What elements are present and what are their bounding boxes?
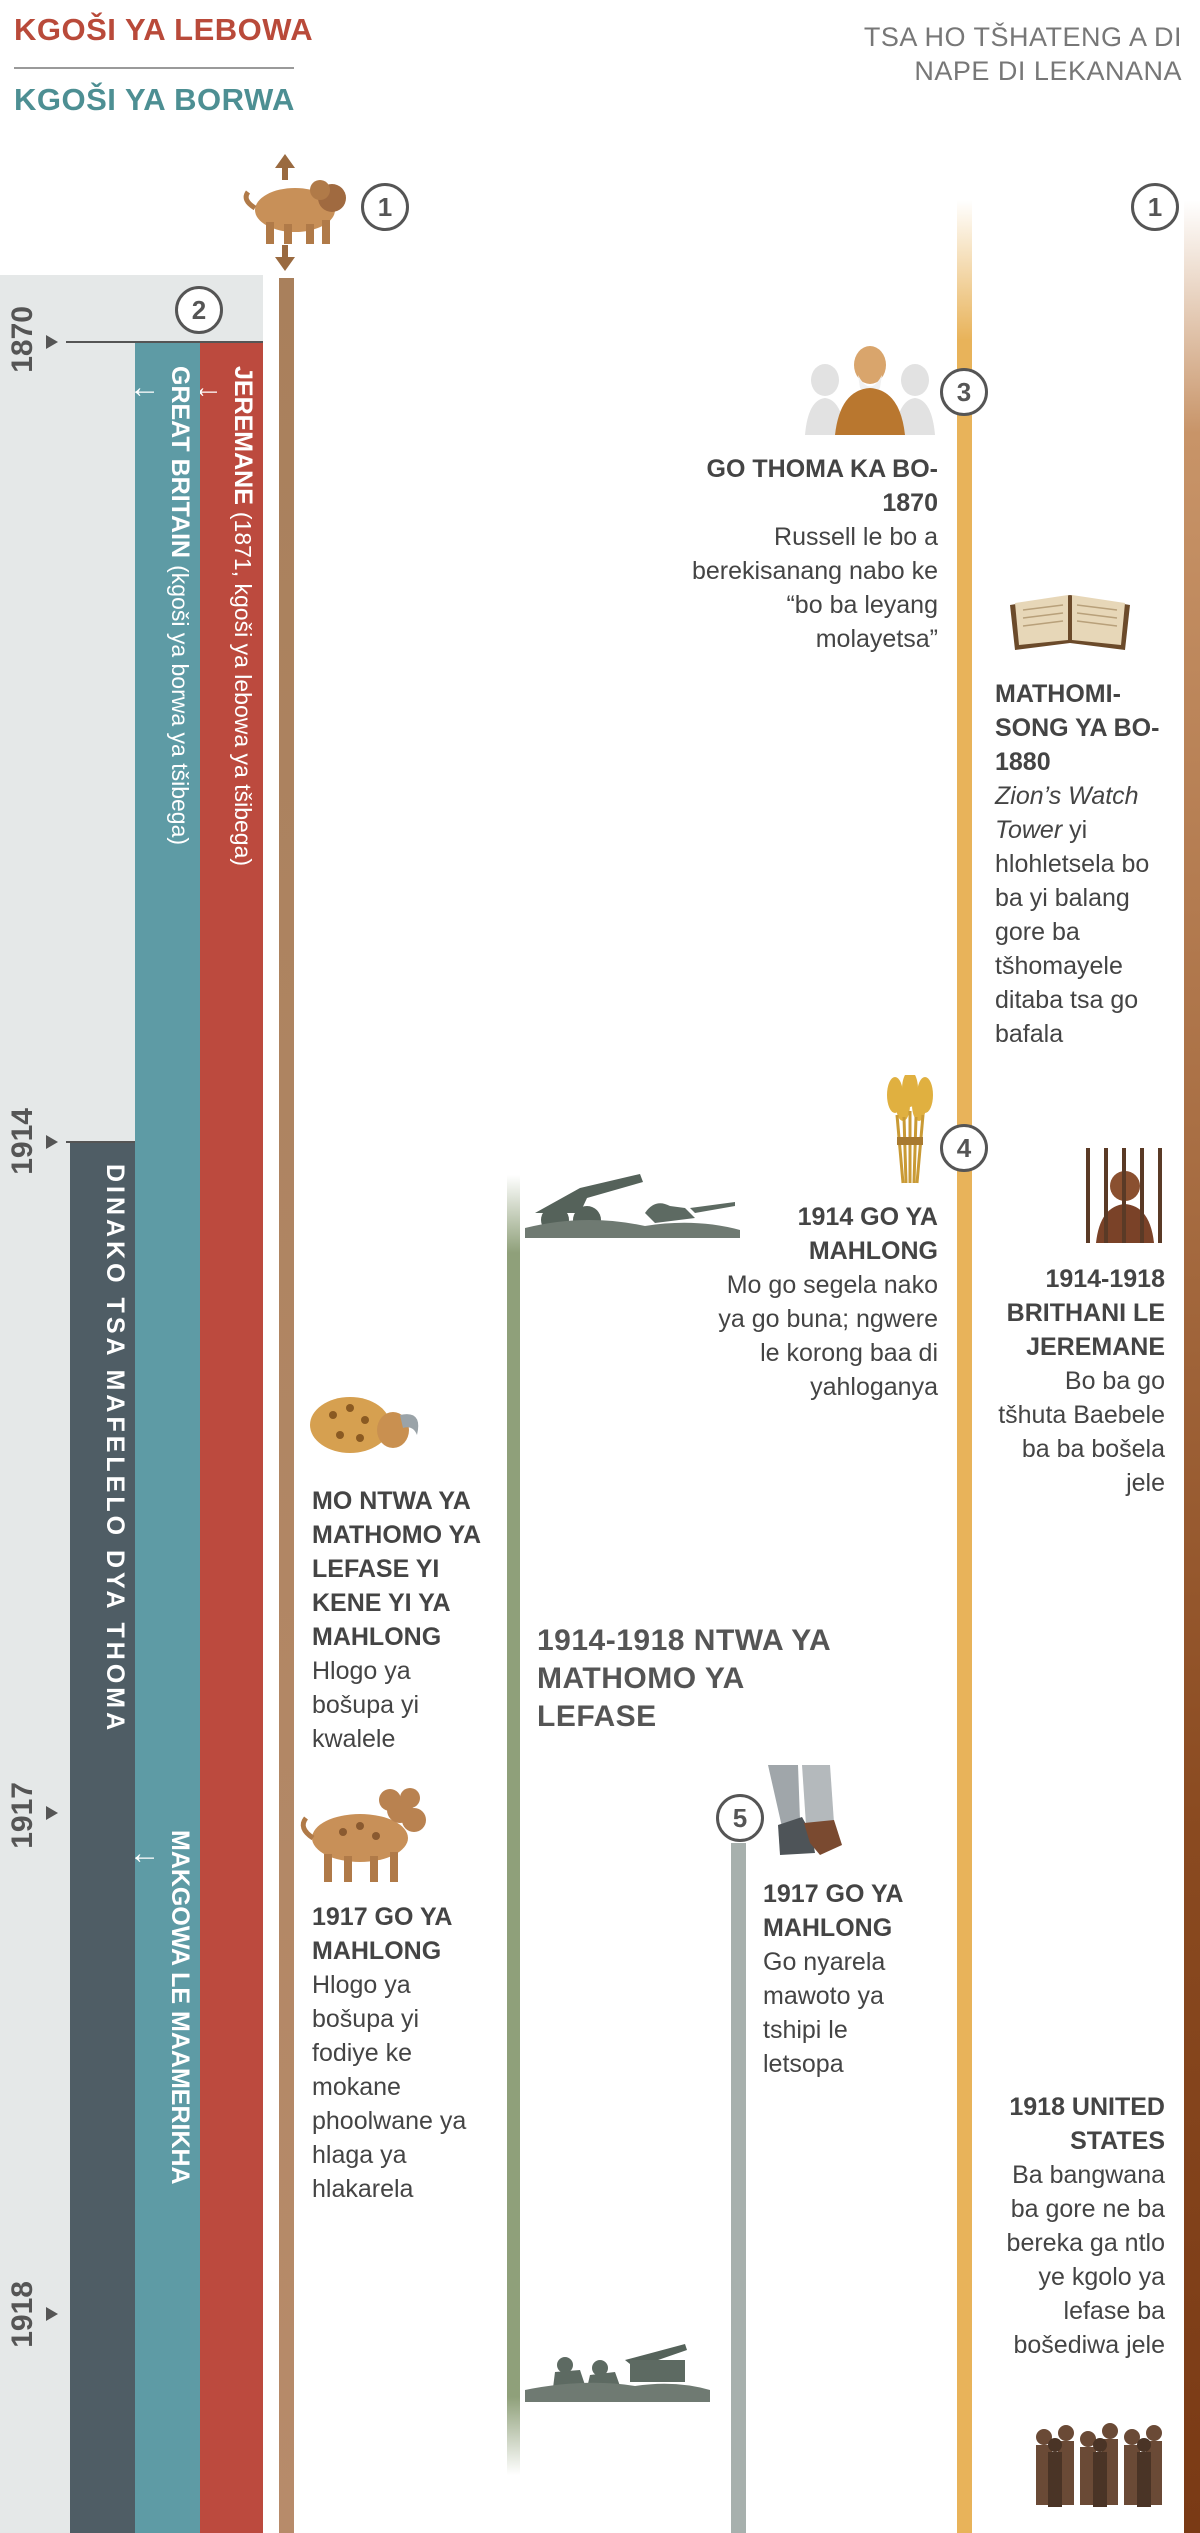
feet-timeline-line: [731, 1843, 746, 2533]
year-1914: 1914: [6, 1108, 39, 1175]
event-1917-beast: 1917 GO YA MAHLONG Hlogo ya bošupa yi fo…: [312, 1903, 467, 2203]
beast-arrows-icon: [243, 154, 346, 271]
soldiers-artillery-icon: [525, 1174, 740, 1238]
event-first-world-war: 1914-1918 NTWA YA MATHOMO YA LEFASE: [537, 1624, 831, 1733]
anglo-american-label: MAKGOWA LE MAAMERIKHA ↓: [129, 1830, 200, 2330]
small-things-timeline-line: [957, 200, 972, 2533]
king-south-heading: KGOŠI YA BORWA: [14, 82, 295, 117]
event-ntwa-mahlong: MO NTWA YA MATHOMO YA LEFASE YI KENE YI …: [312, 1487, 481, 1753]
year-1914-line: [66, 1141, 135, 1143]
header-divider: [14, 67, 294, 69]
marker-3: 3: [940, 368, 988, 416]
arrow-down-icon: ↓: [129, 384, 165, 400]
crowd-icon: [1036, 2423, 1162, 2507]
marker-1-right: 1: [1131, 183, 1179, 231]
marker-4: 4: [940, 1124, 988, 1172]
prisoner-bars-icon: [1078, 1148, 1173, 1243]
year-1870-line: [66, 341, 263, 343]
event-brithani-jeremane: 1914-1918 BRITHANI LE JEREMANE Bo ba go …: [998, 1265, 1165, 1497]
four-headed-beast-icon: [300, 1788, 426, 1882]
event-1918-united-states: 1918 UNITED STATES Ba bangwana ba gore n…: [1006, 2093, 1165, 2359]
beast-head-wounded-icon: [310, 1397, 419, 1453]
britain-bar: GREAT BRITAIN (kgoši ya borwa ya tšibega…: [129, 342, 200, 2533]
marker-1-left: 1: [361, 183, 409, 231]
right-column-heading: TSA HO TŠHATENG A DI NAPE DI LEKANANA: [863, 22, 1182, 86]
arrow-down-icon: ↓: [192, 384, 228, 400]
marker-5: 5: [716, 1794, 764, 1842]
arrow-down-icon: ↓: [129, 1850, 165, 1866]
year-1918: 1918: [6, 2281, 39, 2348]
year-tick: [46, 1806, 58, 1820]
soldiers-artillery-icon: [525, 2344, 710, 2402]
marker-2: 2: [175, 286, 223, 334]
wheat-bundle-icon: [887, 1075, 933, 1184]
event-1917-feet: 1917 GO YA MAHLONG Go nyarela mawoto ya …: [763, 1880, 903, 2078]
event-go-thoma: GO THOMA KA BO-1870 Russell le bo a bere…: [691, 455, 938, 653]
iron-clay-feet-icon: [768, 1765, 842, 1855]
open-book-icon: [1010, 595, 1130, 650]
year-1917: 1917: [6, 1782, 39, 1849]
year-1870: 1870: [6, 306, 39, 373]
germany-bar: JEREMANE (1871, kgoši ya lebowa ya tšibe…: [192, 342, 263, 2533]
year-tick: [46, 1135, 58, 1149]
right-timeline-line: [1184, 200, 1200, 2533]
king-north-heading: KGOŠI YA LEBOWA: [14, 12, 314, 47]
year-tick: [46, 335, 58, 349]
event-mathomisong: MATHOMI-SONG YA BO-1880 Zion’s Watch Tow…: [995, 680, 1160, 1048]
last-days-bar: DINAKO TSA MAFELELO DYA THOMA: [70, 1142, 135, 2533]
year-tick: [46, 2307, 58, 2321]
year-strip: [0, 275, 66, 2533]
event-1914-mahlong: 1914 GO YA MAHLONG Mo go segela nako ya …: [718, 1203, 938, 1401]
war-timeline-line: [507, 1175, 520, 2475]
beast-timeline-line: [279, 278, 294, 2533]
russell-group-icon: [805, 346, 935, 435]
